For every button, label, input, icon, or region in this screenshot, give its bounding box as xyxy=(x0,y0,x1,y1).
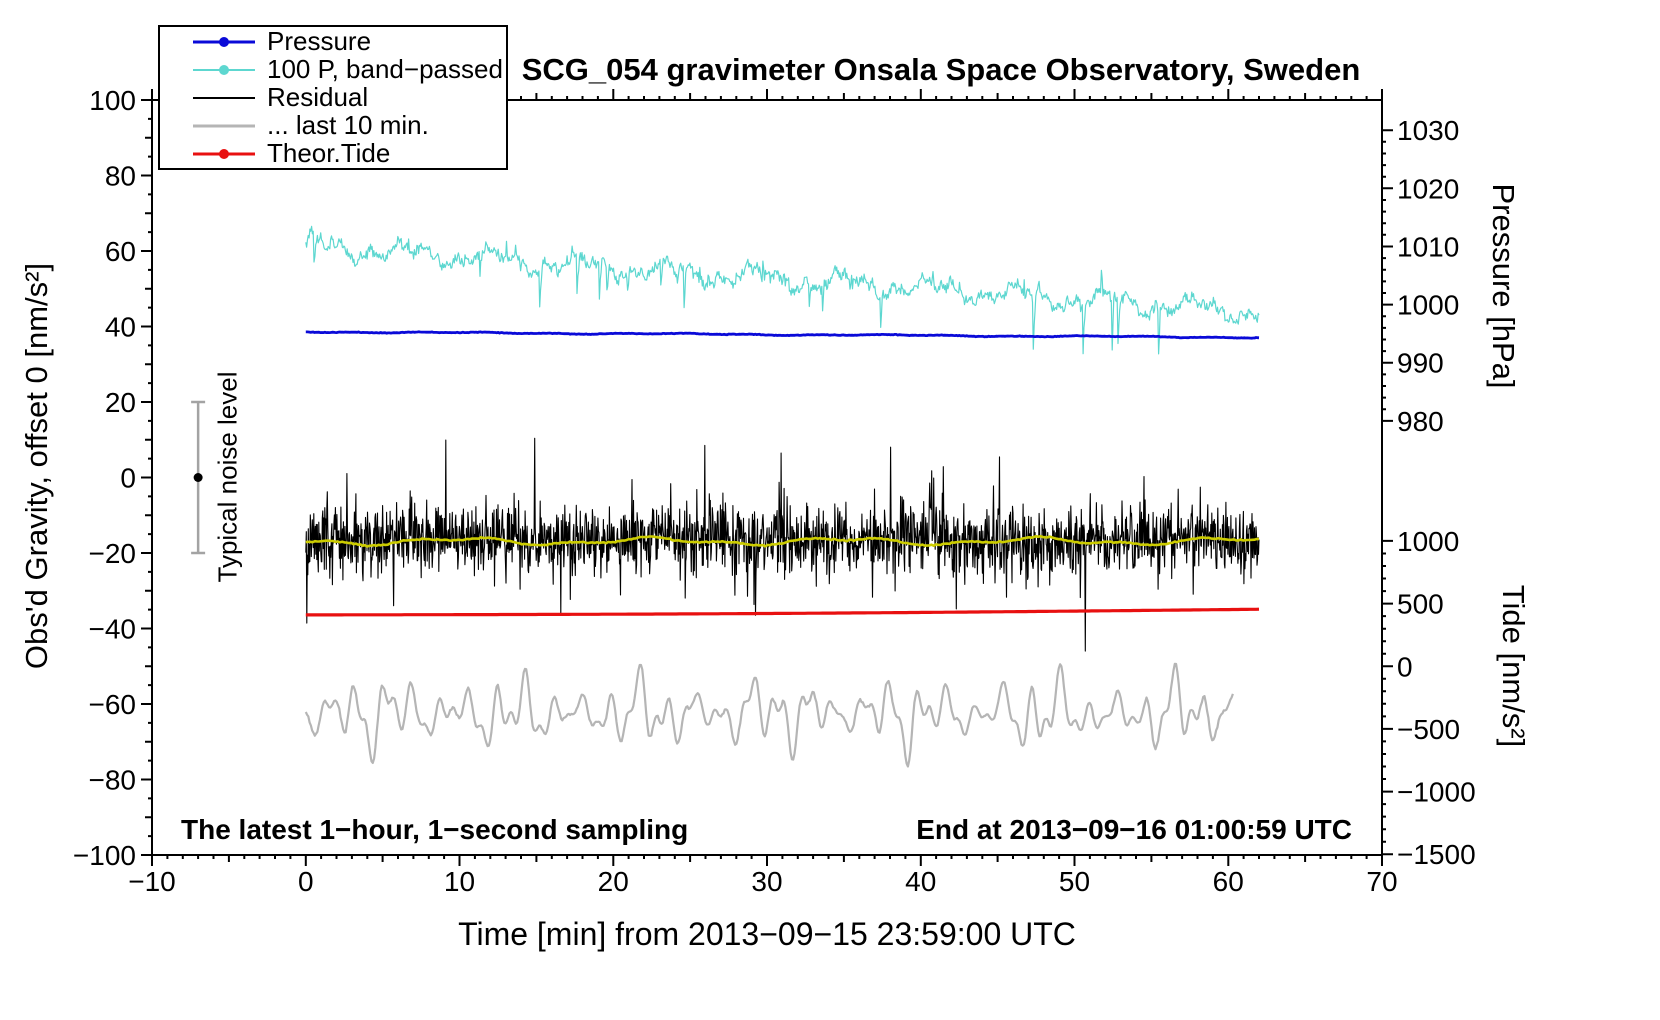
sampling-note: The latest 1−hour, 1−second sampling xyxy=(181,814,689,845)
legend-line-sample xyxy=(193,28,255,55)
y-axis-label-pressure: Pressure [hPa] xyxy=(1486,183,1521,389)
tide-tick-label: 500 xyxy=(1397,589,1444,620)
legend-line-sample xyxy=(193,112,255,139)
legend-item-label: Pressure xyxy=(267,26,372,56)
tide-tick-label: 0 xyxy=(1397,651,1413,682)
x-tick-label: 70 xyxy=(1366,866,1397,897)
y-left-tick-label: −40 xyxy=(89,614,137,645)
series-residual xyxy=(305,437,1260,652)
y-left-tick-label: 0 xyxy=(120,463,136,494)
legend-item-label: Theor.Tide xyxy=(267,138,391,168)
x-tick-label: 30 xyxy=(751,866,782,897)
y-left-tick-label: 80 xyxy=(105,161,136,192)
pressure-tick-label: 1010 xyxy=(1397,231,1459,262)
legend-line-sample xyxy=(193,56,255,83)
pressure-tick-label: 1030 xyxy=(1397,115,1459,146)
pressure-axis-ticks xyxy=(1382,129,1393,422)
series-pressure xyxy=(305,330,1260,340)
x-tick-label: 40 xyxy=(905,866,936,897)
tide-tick-label: −1500 xyxy=(1397,839,1476,870)
x-tick-label: −10 xyxy=(128,866,176,897)
x-tick-label: 60 xyxy=(1213,866,1244,897)
x-tick-label: 50 xyxy=(1059,866,1090,897)
y-left-tick-label: 20 xyxy=(105,387,136,418)
y-left-tick-label: −60 xyxy=(89,689,137,720)
chart-title: SCG_054 gravimeter Onsala Space Observat… xyxy=(521,52,1361,87)
y-left-tick-label: 100 xyxy=(89,85,136,116)
y-axis-label-tide: Tide [nm/s²] xyxy=(1496,584,1531,748)
legend-item-label: ... last 10 min. xyxy=(267,110,429,140)
x-tick-label: 0 xyxy=(298,866,314,897)
series-last-10-min xyxy=(304,662,1234,768)
x-tick-label: 20 xyxy=(598,866,629,897)
legend-marker-dot xyxy=(219,64,229,75)
x-axis-label: Time [min] from 2013−09−15 23:59:00 UTC xyxy=(458,916,1076,952)
pressure-tick-label: 990 xyxy=(1397,348,1444,379)
end-time-note: End at 2013−09−16 01:00:59 UTC xyxy=(916,814,1352,845)
y-left-tick-label: −20 xyxy=(89,538,137,569)
y-left-tick-label: 40 xyxy=(105,312,136,343)
legend-item-100-p-band-passed: 100 P, band−passed xyxy=(160,54,506,84)
tide-tick-label: −1000 xyxy=(1397,777,1476,808)
y-left-ticks xyxy=(141,99,152,856)
legend-line-sample xyxy=(193,140,255,167)
tide-tick-label: 1000 xyxy=(1397,526,1459,557)
x-axis-ticks xyxy=(151,89,1383,866)
legend-item-pressure: Pressure xyxy=(160,26,506,56)
legend-item-theor-tide: Theor.Tide xyxy=(160,138,506,168)
y-left-tick-label: 60 xyxy=(105,236,136,267)
noise-level-dot xyxy=(193,473,203,482)
pressure-tick-label: 980 xyxy=(1397,406,1444,437)
series-theor-tide xyxy=(305,607,1260,617)
legend: Pressure 100 P, band−passed Residual... la… xyxy=(158,25,508,170)
y-left-tick-label: −80 xyxy=(89,765,137,796)
noise-level-label: Typical noise level xyxy=(212,371,243,583)
legend-marker-dot xyxy=(219,36,229,47)
y-axis-label-gravity: Obs'd Gravity, offset 0 [nm/s²] xyxy=(19,262,54,670)
pressure-tick-label: 1000 xyxy=(1397,290,1459,321)
series-band-passed xyxy=(305,225,1260,355)
y-left-tick-label: −100 xyxy=(73,840,136,871)
tide-tick-label: −500 xyxy=(1397,714,1460,745)
x-tick-label: 10 xyxy=(444,866,475,897)
legend-item-label: Residual xyxy=(267,82,369,112)
tide-axis-ticks xyxy=(1382,539,1393,856)
legend-item-label: 100 P, band−passed xyxy=(267,54,503,84)
legend-item-last-10-min: ... last 10 min. xyxy=(160,110,506,140)
series-residual-smoothed xyxy=(305,534,1260,548)
legend-line xyxy=(193,96,255,99)
legend-item-residual: Residual xyxy=(160,82,506,112)
legend-marker-dot xyxy=(219,148,229,159)
legend-line-sample xyxy=(193,84,255,111)
pressure-tick-label: 1020 xyxy=(1397,173,1459,204)
series-layer xyxy=(304,225,1260,768)
plot-frame xyxy=(151,99,1383,856)
legend-line xyxy=(193,124,255,127)
